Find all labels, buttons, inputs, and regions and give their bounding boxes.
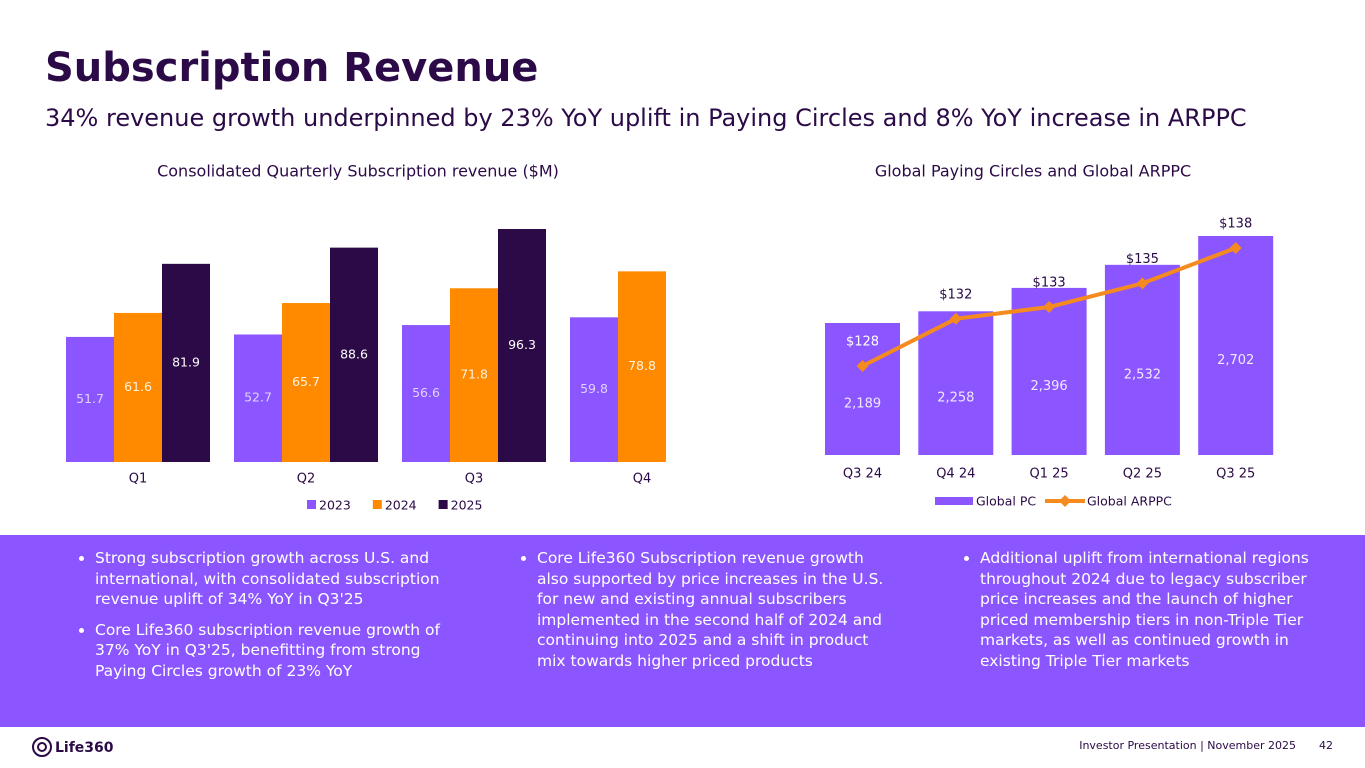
slide-subtitle: 34% revenue growth underpinned by 23% Yo… [45, 104, 1247, 132]
bar [498, 229, 546, 462]
data-label: 2,258 [937, 391, 974, 406]
data-label: 78.8 [628, 358, 656, 373]
line-marker [856, 360, 869, 372]
bar [282, 303, 330, 462]
data-label: $138 [1219, 217, 1252, 232]
chart-title: Global Paying Circles and Global ARPPC [875, 162, 1191, 181]
bar [918, 311, 994, 455]
bullet-column: Core Life360 Subscription revenue growth… [510, 548, 895, 681]
bar [825, 323, 900, 455]
bullet-list: Strong subscription growth across U.S. a… [68, 548, 453, 681]
x-tick-label: Q4 [633, 472, 652, 487]
data-label: 2,532 [1124, 367, 1161, 382]
bullet-list: Additional uplift from international reg… [953, 548, 1338, 671]
footer-text: Investor Presentation | November 2025 [1079, 739, 1296, 752]
legend-label: 2025 [451, 498, 483, 513]
data-label: 81.9 [172, 354, 200, 369]
page-number: 42 [1319, 739, 1333, 752]
bar [1198, 236, 1274, 455]
x-tick-label: Q1 [129, 472, 148, 487]
bar [402, 325, 450, 462]
line-marker [1229, 242, 1242, 254]
legend-label: Global ARPPC [1087, 494, 1172, 509]
data-label: 56.6 [412, 385, 440, 400]
data-label: 51.7 [76, 391, 104, 406]
x-tick-label: Q3 25 [1216, 467, 1255, 482]
data-label: 88.6 [340, 346, 368, 361]
chart-title: Consolidated Quarterly Subscription reve… [157, 162, 559, 181]
legend-swatch [372, 500, 382, 509]
x-tick-label: Q2 [297, 472, 316, 487]
bullet: Additional uplift from international reg… [980, 548, 1338, 671]
x-tick-label: Q1 25 [1030, 467, 1069, 482]
bullet-column: Strong subscription growth across U.S. a… [68, 548, 453, 691]
data-label: 2,396 [1030, 379, 1067, 394]
bar [618, 271, 666, 462]
bar [162, 263, 210, 462]
bullet: Core Life360 subscription revenue growth… [95, 620, 453, 682]
data-label: 61.6 [124, 379, 152, 394]
data-label: 65.7 [292, 374, 320, 389]
legend-label: Global PC [976, 494, 1036, 509]
x-tick-label: Q3 [465, 472, 484, 487]
line-marker [1043, 301, 1056, 313]
data-label: $128 [846, 335, 879, 350]
data-label: 71.8 [460, 367, 488, 382]
data-label: $133 [1033, 276, 1066, 291]
legend-swatch [307, 500, 316, 509]
data-label: 2,702 [1217, 353, 1254, 368]
bullet: Strong subscription growth across U.S. a… [95, 548, 453, 610]
line-marker [1136, 277, 1149, 290]
data-label: 2,189 [844, 397, 881, 412]
summary-band [0, 535, 1365, 727]
bullet-column: Additional uplift from international reg… [953, 548, 1338, 681]
bar [234, 334, 282, 462]
bullet-list: Core Life360 Subscription revenue growth… [510, 548, 895, 671]
legend-swatch [438, 500, 448, 509]
logo [32, 737, 52, 757]
data-label: 96.3 [508, 337, 536, 352]
bullet: Core Life360 Subscription revenue growth… [537, 548, 895, 671]
bar [450, 288, 498, 462]
legend-swatch [935, 497, 973, 505]
data-label: $132 [939, 287, 972, 302]
bar [114, 312, 162, 462]
legend-swatch [1059, 495, 1071, 507]
x-tick-label: Q3 24 [843, 467, 882, 482]
x-tick-label: Q2 25 [1123, 467, 1162, 482]
logo-text: Life360 [55, 740, 114, 756]
bar [1011, 287, 1087, 455]
data-label: $135 [1126, 252, 1159, 267]
slide-title: Subscription Revenue [45, 45, 538, 91]
bar [66, 336, 114, 462]
data-label: 52.7 [244, 390, 272, 405]
data-label: 59.8 [580, 381, 608, 396]
bar [570, 317, 618, 462]
legend-label: 2024 [385, 498, 417, 513]
bar [1104, 264, 1180, 455]
line-marker [949, 312, 962, 325]
legend-label: 2023 [319, 498, 351, 513]
x-tick-label: Q4 24 [936, 467, 975, 482]
bar [330, 247, 378, 462]
